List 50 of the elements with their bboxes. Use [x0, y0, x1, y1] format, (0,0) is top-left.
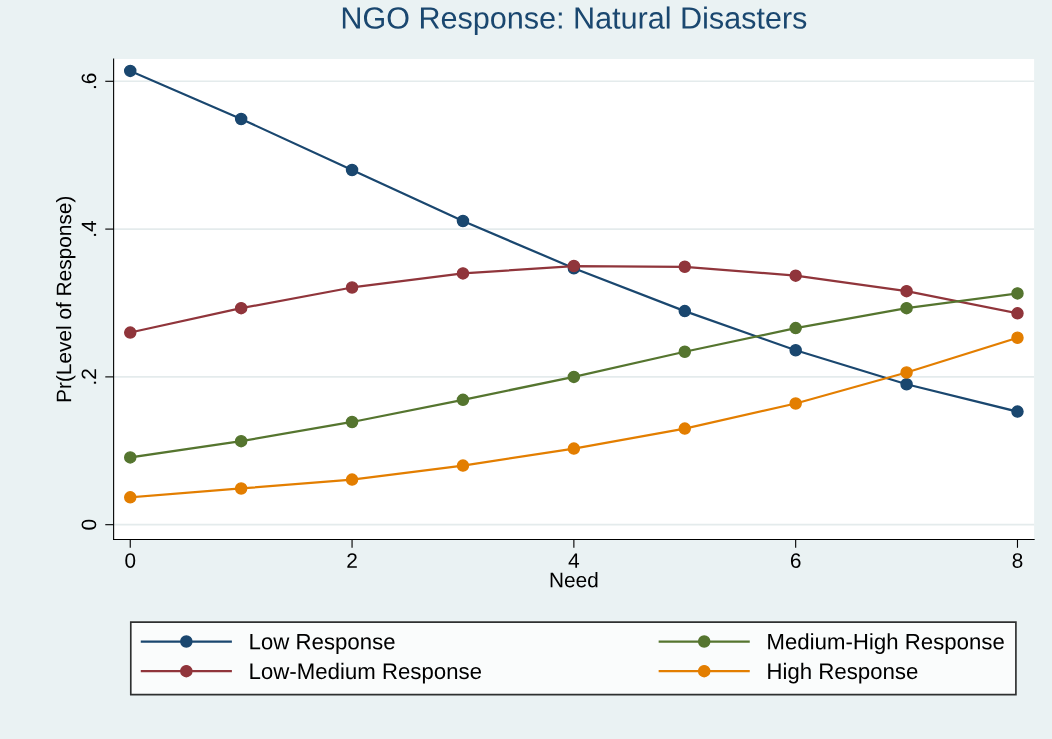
y-tick-label: .6 — [81, 73, 97, 89]
x-tick-label: 8 — [1012, 553, 1023, 568]
point — [789, 269, 802, 282]
point — [456, 214, 470, 228]
point — [678, 422, 692, 435]
point — [234, 301, 248, 315]
point — [900, 284, 913, 298]
legend-label: High Response — [768, 662, 918, 684]
x-tick-label: 4 — [568, 553, 580, 568]
legend-label: Medium-High Response — [768, 633, 1004, 654]
point — [234, 112, 248, 126]
point — [900, 301, 913, 315]
point — [345, 415, 359, 429]
chart-title: NGO Response: Natural Disasters — [342, 6, 807, 35]
point — [234, 434, 248, 448]
y-tick-label: .4 — [81, 221, 97, 236]
x-tick-label: 0 — [125, 553, 136, 568]
point — [345, 281, 359, 294]
point — [456, 267, 470, 280]
point — [567, 370, 581, 384]
point — [1011, 405, 1024, 418]
point — [345, 473, 359, 486]
point — [678, 345, 692, 359]
y-tick-label: .2 — [81, 369, 97, 384]
point — [456, 459, 470, 472]
point — [124, 326, 137, 339]
point — [1011, 331, 1024, 344]
point — [900, 366, 913, 379]
point — [789, 344, 802, 357]
point — [1011, 287, 1024, 300]
legend-label: Low-Medium Response — [250, 662, 482, 684]
point — [678, 304, 692, 318]
legend-label: Low Response — [250, 634, 395, 654]
point — [124, 64, 137, 78]
x-axis-title: Need — [550, 572, 598, 588]
x-tick-label: 6 — [790, 553, 801, 568]
point — [234, 482, 248, 495]
y-tick-label: 0 — [81, 519, 97, 530]
point — [124, 451, 137, 464]
point — [678, 260, 692, 274]
x-tick-label: 2 — [347, 553, 357, 568]
y-axis-title: Pr(Level of Response) — [56, 196, 76, 402]
point — [789, 321, 802, 335]
point — [456, 393, 470, 407]
point — [900, 378, 913, 391]
point — [345, 163, 359, 177]
point — [789, 397, 802, 410]
point — [124, 491, 137, 504]
point — [1011, 307, 1024, 320]
point — [567, 442, 581, 455]
